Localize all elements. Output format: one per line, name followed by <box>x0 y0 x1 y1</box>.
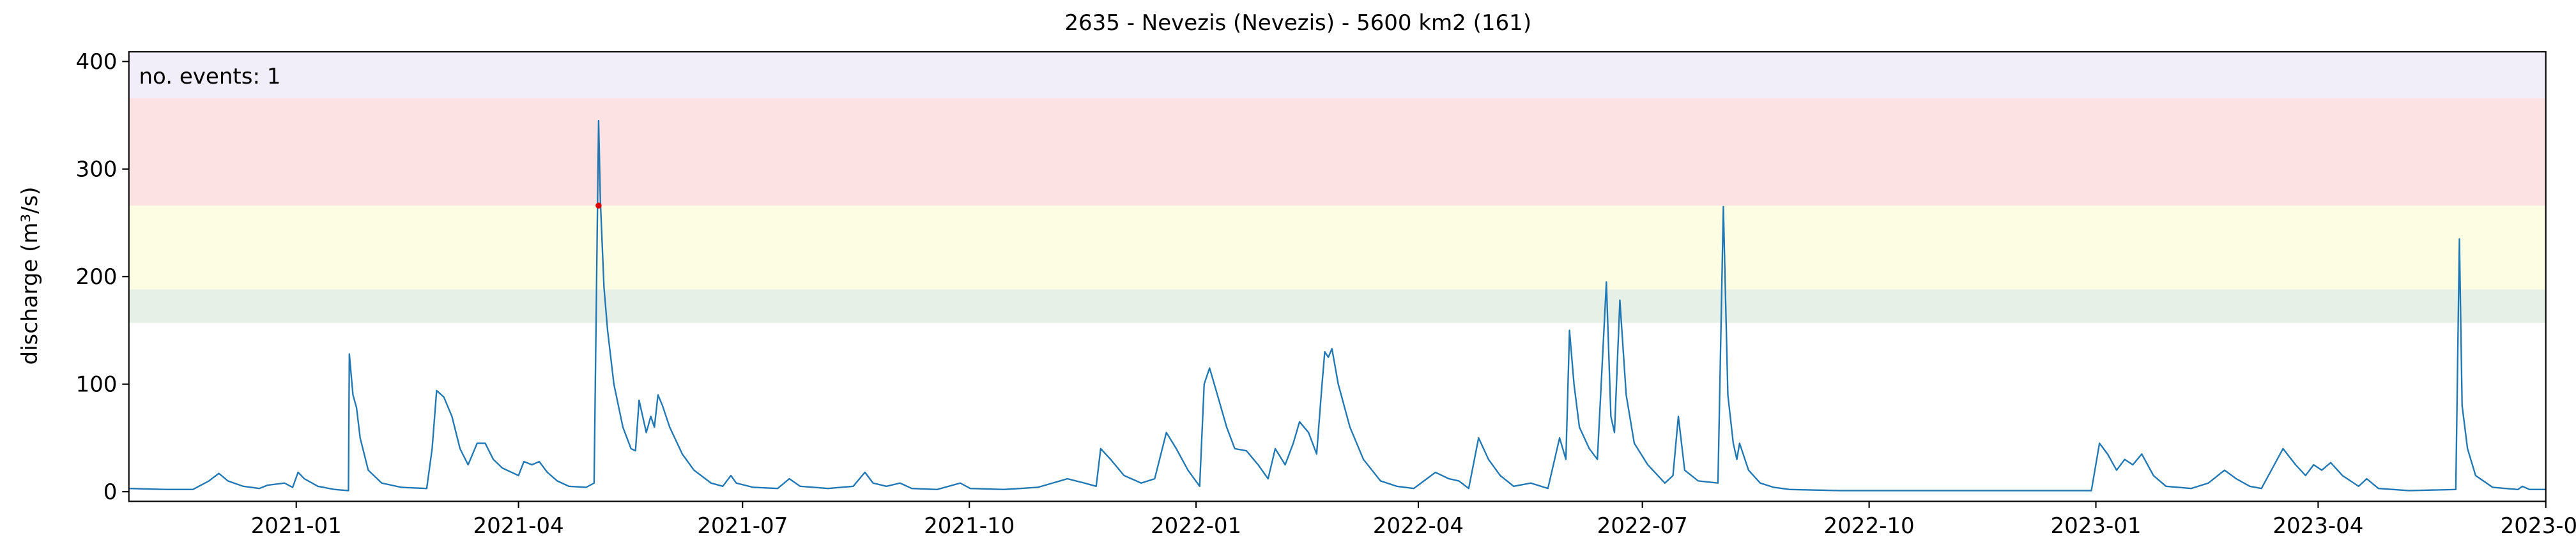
plot-frame <box>128 51 2547 502</box>
y-tick-label: 200 <box>75 264 117 290</box>
y-tick-label: 0 <box>103 479 118 505</box>
x-tick-label: 2023-04 <box>2273 513 2363 539</box>
chart-title: 2635 - Nevezis (Nevezis) - 5600 km2 (161… <box>1064 10 1531 36</box>
event-marker <box>595 202 602 209</box>
x-tick-label: 2022-07 <box>1597 513 1688 539</box>
x-tick-label: 2021-04 <box>473 513 564 539</box>
threshold-band <box>128 52 2546 98</box>
threshold-band <box>128 98 2546 206</box>
threshold-band <box>128 289 2546 323</box>
event-count: no. events: 1 <box>139 64 280 89</box>
x-tick-label: 2022-04 <box>1373 513 1464 539</box>
x-tick-label: 2021-10 <box>924 513 1015 539</box>
x-tick-label: 2021-01 <box>251 513 342 539</box>
x-tick-label: 2021-07 <box>697 513 788 539</box>
x-tick-label: 2022-01 <box>1151 513 1241 539</box>
x-tick-label: 2023-01 <box>2050 513 2141 539</box>
y-tick-label: 300 <box>75 157 117 183</box>
y-tick-label: 100 <box>75 372 117 398</box>
y-axis-label: discharge (m³/s) <box>17 186 43 364</box>
threshold-band <box>128 206 2546 290</box>
x-tick-label: 2022-10 <box>1824 513 1915 539</box>
y-tick-label: 400 <box>75 49 117 75</box>
x-tick-label: 2023-07 <box>2501 513 2576 539</box>
discharge-line <box>128 119 2546 492</box>
